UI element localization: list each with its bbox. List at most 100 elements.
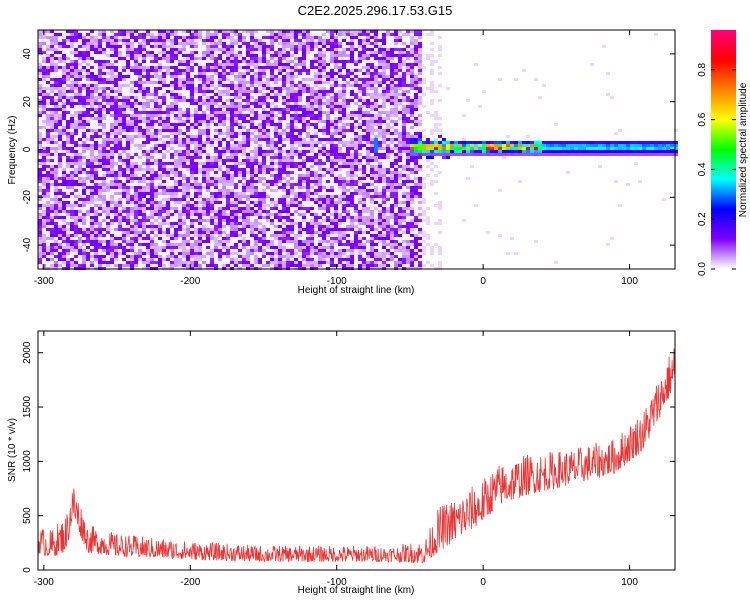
heatmap-cell bbox=[66, 123, 70, 126]
heatmap-cell bbox=[362, 141, 366, 144]
heatmap-cell bbox=[158, 111, 162, 114]
heatmap-cell bbox=[134, 30, 138, 33]
heatmap-cell bbox=[242, 57, 246, 60]
heatmap-cell bbox=[50, 93, 54, 96]
heatmap-cell bbox=[210, 54, 214, 57]
heatmap-cell bbox=[306, 123, 310, 126]
heatmap-cell bbox=[354, 168, 358, 171]
heatmap-cell bbox=[182, 75, 186, 78]
heatmap-cell bbox=[450, 141, 454, 144]
heatmap-cell bbox=[146, 159, 150, 162]
heatmap-cell bbox=[194, 57, 198, 60]
heatmap-cell bbox=[254, 72, 258, 75]
heatmap-cell bbox=[274, 159, 278, 162]
heatmap-cell bbox=[334, 117, 338, 120]
heatmap-cell bbox=[206, 54, 210, 57]
heatmap-cell bbox=[278, 30, 282, 33]
heatmap-cell bbox=[314, 135, 318, 138]
heatmap-cell bbox=[230, 114, 234, 117]
heatmap-cell bbox=[362, 51, 366, 54]
heatmap-cell bbox=[90, 168, 94, 171]
heatmap-cell bbox=[314, 132, 318, 135]
heatmap-cell bbox=[502, 144, 506, 147]
heatmap-cell bbox=[318, 150, 322, 153]
heatmap-cell bbox=[410, 66, 414, 69]
heatmap-cell bbox=[106, 42, 110, 45]
heatmap-cell bbox=[38, 54, 42, 57]
heatmap-cell bbox=[130, 168, 134, 171]
heatmap-cell bbox=[38, 111, 42, 114]
heatmap-cell bbox=[190, 159, 194, 162]
heatmap-cell bbox=[122, 126, 126, 129]
heatmap-cell bbox=[274, 90, 278, 93]
heatmap-cell bbox=[202, 126, 206, 129]
heatmap-cell bbox=[222, 57, 226, 60]
heatmap-cell bbox=[58, 81, 62, 84]
heatmap-cell bbox=[178, 36, 182, 39]
heatmap-cell bbox=[198, 171, 202, 174]
heatmap-cell bbox=[310, 141, 314, 144]
heatmap-cell bbox=[554, 153, 558, 156]
heatmap-cell bbox=[278, 51, 282, 54]
heatmap-cell bbox=[282, 150, 286, 153]
heatmap-cell bbox=[194, 72, 198, 75]
heatmap-cell bbox=[222, 33, 226, 36]
heatmap-cell bbox=[346, 90, 350, 93]
heatmap-cell bbox=[62, 159, 66, 162]
heatmap-cell bbox=[402, 129, 406, 132]
heatmap-cell bbox=[118, 153, 122, 156]
heatmap-cell bbox=[142, 87, 146, 90]
heatmap-cell bbox=[130, 135, 134, 138]
heatmap-cell bbox=[474, 63, 478, 66]
heatmap-cell bbox=[166, 90, 170, 93]
heatmap-cell bbox=[402, 33, 406, 36]
heatmap-cell bbox=[238, 117, 242, 120]
heatmap-cell bbox=[374, 87, 378, 90]
heatmap-cell bbox=[382, 93, 386, 96]
heatmap-cell bbox=[218, 42, 222, 45]
heatmap-cell bbox=[394, 114, 398, 117]
heatmap-cell bbox=[322, 171, 326, 174]
heatmap-cell bbox=[86, 168, 90, 171]
heatmap-cell bbox=[102, 171, 106, 174]
heatmap-cell bbox=[334, 60, 338, 63]
heatmap-cell bbox=[86, 129, 90, 132]
heatmap-cell bbox=[362, 162, 366, 165]
heatmap-cell bbox=[362, 126, 366, 129]
heatmap-cell bbox=[366, 156, 370, 159]
heatmap-cell bbox=[138, 33, 142, 36]
heatmap-cell bbox=[174, 165, 178, 168]
heatmap-cell bbox=[598, 165, 602, 168]
heatmap-cell bbox=[50, 78, 54, 81]
heatmap-cell bbox=[86, 39, 90, 42]
heatmap-cell bbox=[102, 69, 106, 72]
heatmap-cell bbox=[354, 138, 358, 141]
heatmap-cell bbox=[38, 114, 42, 117]
heatmap-cell bbox=[334, 69, 338, 72]
heatmap-cell bbox=[250, 93, 254, 96]
heatmap-cell bbox=[242, 72, 246, 75]
heatmap-cell bbox=[82, 36, 86, 39]
heatmap-cell bbox=[270, 159, 274, 162]
heatmap-cell bbox=[206, 90, 210, 93]
heatmap-cell bbox=[374, 114, 378, 117]
heatmap-cell bbox=[170, 60, 174, 63]
heatmap-cell bbox=[538, 153, 542, 156]
heatmap-cell bbox=[242, 66, 246, 69]
heatmap-cell bbox=[118, 99, 122, 102]
heatmap-cell bbox=[58, 147, 62, 150]
heatmap-cell bbox=[66, 150, 70, 153]
heatmap-cell bbox=[398, 87, 402, 90]
heatmap-cell bbox=[154, 81, 158, 84]
heatmap-cell bbox=[66, 147, 70, 150]
heatmap-cell bbox=[170, 72, 174, 75]
heatmap-cell bbox=[326, 105, 330, 108]
heatmap-cell bbox=[398, 75, 402, 78]
heatmap-cell bbox=[338, 117, 342, 120]
heatmap-cell bbox=[186, 51, 190, 54]
heatmap-cell bbox=[602, 144, 606, 147]
heatmap-cell bbox=[310, 111, 314, 114]
heatmap-cell bbox=[198, 63, 202, 66]
heatmap-cell bbox=[70, 138, 74, 141]
heatmap-cell bbox=[398, 108, 402, 111]
